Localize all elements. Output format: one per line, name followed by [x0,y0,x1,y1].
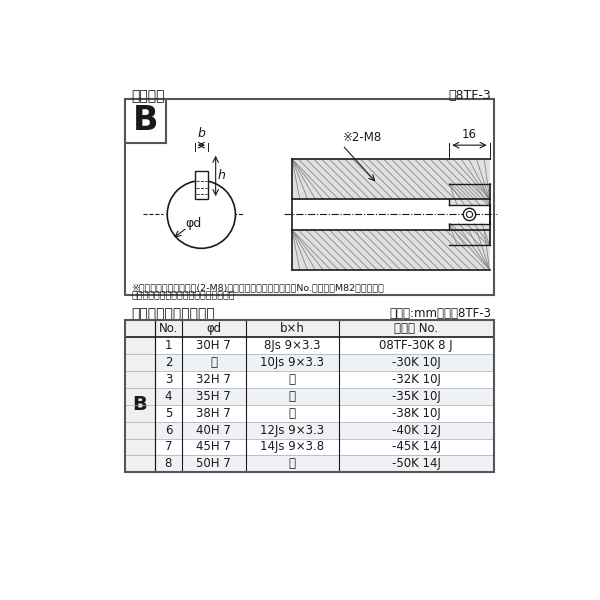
Text: -45K 14J: -45K 14J [392,440,440,454]
Text: 38H 7: 38H 7 [196,407,231,419]
Text: 50H 7: 50H 7 [196,457,231,470]
Text: -32K 10J: -32K 10J [392,373,440,386]
Bar [125,320,493,337]
Bar [125,354,155,371]
Text: 40H 7: 40H 7 [196,424,231,437]
Circle shape [167,181,235,248]
Text: 《: 《 [289,389,296,403]
Bar [125,320,155,472]
Bar [125,99,493,295]
Text: 《: 《 [289,407,296,419]
Text: 軸穴形状: 軸穴形状 [131,89,164,103]
Bar [155,455,493,472]
Text: No.: No. [158,322,178,335]
Text: φd: φd [206,322,221,335]
Bar [292,159,490,199]
Text: b×h: b×h [280,322,304,335]
Text: 30H 7: 30H 7 [196,339,231,352]
Circle shape [466,211,473,218]
Text: 7: 7 [164,440,172,454]
Text: h: h [218,169,226,182]
Bar [155,439,493,455]
Text: -35K 10J: -35K 10J [392,389,440,403]
Text: 《: 《 [210,356,217,369]
Text: 《: 《 [289,457,296,470]
Bar [125,320,493,472]
Bar [125,388,155,404]
Text: 32H 7: 32H 7 [196,373,231,386]
Text: 《: 《 [289,373,296,386]
Bar [155,354,493,371]
Bar [155,337,493,354]
Bar [449,224,490,245]
Text: 5: 5 [164,407,172,419]
Text: ※セットボルト用タップ(2-M8)が必要な場合は右記コードNo.の末尾にM82を付ける。: ※セットボルト用タップ(2-M8)が必要な場合は右記コードNo.の末尾にM82を… [131,284,385,293]
Text: 6: 6 [164,424,172,437]
Text: -40K 12J: -40K 12J [392,424,440,437]
Text: 1: 1 [164,339,172,352]
Text: 35H 7: 35H 7 [196,389,231,403]
Bar [125,439,155,455]
Bar [125,455,155,472]
Text: 10Js 9×3.3: 10Js 9×3.3 [260,356,324,369]
Text: 2: 2 [164,356,172,369]
Text: （セットボルトは付属されています。）: （セットボルトは付属されています。） [131,292,235,301]
Text: ※2-M8: ※2-M8 [343,131,382,143]
Text: コード No.: コード No. [394,322,438,335]
Bar [155,388,493,404]
Bar [292,230,490,270]
Text: 14Js 9×3.8: 14Js 9×3.8 [260,440,324,454]
Bar [155,371,493,388]
Text: -38K 10J: -38K 10J [392,407,440,419]
Text: 16: 16 [462,128,477,141]
Bar [155,404,493,422]
Text: 囸8TF-3: 囸8TF-3 [448,89,491,102]
Text: 08TF-30K 8 J: 08TF-30K 8 J [379,339,453,352]
Bar [449,184,490,205]
Text: 45H 7: 45H 7 [196,440,231,454]
Bar [125,99,166,143]
Text: B: B [133,395,148,414]
Text: 3: 3 [164,373,172,386]
Text: 12Js 9×3.3: 12Js 9×3.3 [260,424,324,437]
Text: φd: φd [185,217,202,230]
Text: -50K 14J: -50K 14J [392,457,440,470]
Bar [155,422,493,439]
Text: b: b [197,127,205,140]
Bar [125,422,155,439]
Bar [125,371,155,388]
Text: （単位:mm）　表8TF-3: （単位:mm） 表8TF-3 [389,307,491,320]
Bar [125,337,155,354]
Text: B: B [133,104,158,137]
Text: 8: 8 [164,457,172,470]
Circle shape [463,208,476,221]
Text: -30K 10J: -30K 10J [392,356,440,369]
Bar [195,172,208,199]
Text: 8Js 9×3.3: 8Js 9×3.3 [264,339,320,352]
Text: 4: 4 [164,389,172,403]
Bar [125,404,155,422]
Bar [449,205,490,224]
Text: 軸穴形状コード一覧表: 軸穴形状コード一覧表 [131,307,215,321]
